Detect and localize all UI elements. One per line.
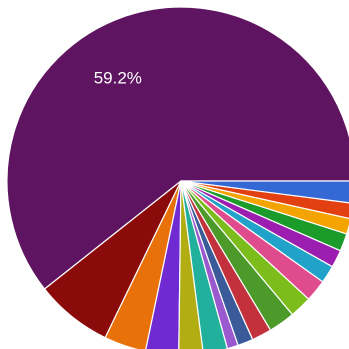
pie-slice-16 [180, 180, 349, 219]
pie-slice-17 [180, 180, 349, 204]
pie-slice-label-0: 59.2% [94, 69, 142, 88]
pie-slice-0 [6, 6, 349, 290]
pie-labels: 59.2% [94, 69, 142, 88]
pie-slices [6, 6, 349, 349]
pie-slice-3 [145, 180, 182, 349]
pie-slice-2 [104, 180, 182, 349]
